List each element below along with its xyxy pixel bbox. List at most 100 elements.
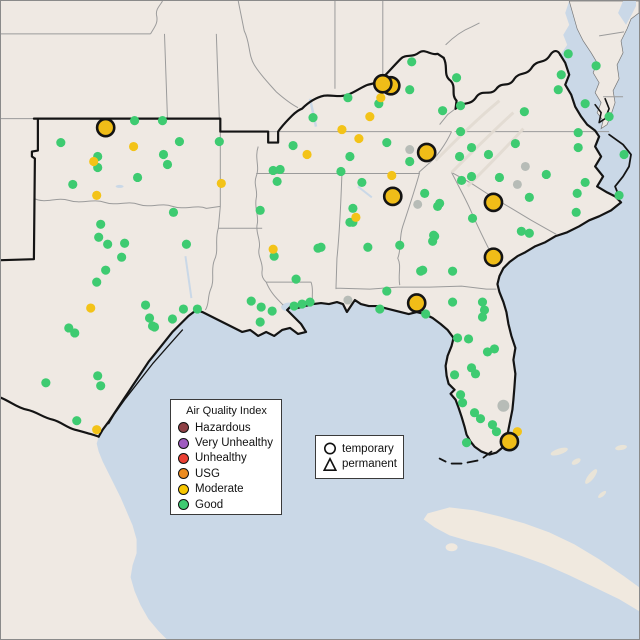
station-marker-nodata bbox=[520, 161, 530, 171]
station-marker-good bbox=[382, 286, 392, 296]
station-marker-good bbox=[140, 300, 151, 310]
station-marker-good bbox=[357, 177, 367, 188]
station-marker-good bbox=[132, 172, 143, 183]
station-marker-good bbox=[556, 70, 566, 80]
station-marker-good bbox=[68, 179, 78, 190]
station-marker-good bbox=[580, 99, 590, 109]
station-marker-moderate bbox=[387, 170, 397, 181]
lake-okeechobee bbox=[497, 399, 510, 412]
station-marker-good bbox=[451, 73, 462, 83]
station-marker-good bbox=[382, 137, 392, 148]
aqi-swatch-icon bbox=[178, 499, 189, 511]
station-marker-good bbox=[255, 317, 265, 327]
aqi-legend-items: Hazardous Very Unhealthy Unhealthy USG Moder… bbox=[178, 420, 275, 512]
station-marker-moderate-large bbox=[406, 293, 427, 313]
station-marker-moderate-large bbox=[382, 186, 403, 207]
station-marker-moderate-large bbox=[499, 431, 520, 452]
station-marker-nodata bbox=[405, 145, 415, 155]
station-marker-moderate-large bbox=[372, 73, 393, 94]
station-marker-nodata bbox=[512, 179, 522, 189]
isle-of-youth bbox=[445, 543, 458, 552]
station-marker-good bbox=[93, 371, 103, 381]
station-marker-good bbox=[192, 304, 202, 314]
station-marker-good bbox=[96, 381, 106, 391]
station-marker-good bbox=[580, 177, 590, 188]
shape-legend: temporary permanent bbox=[315, 435, 404, 479]
station-marker-moderate bbox=[337, 125, 347, 135]
station-marker-good bbox=[267, 306, 277, 316]
station-marker-good bbox=[375, 304, 385, 314]
station-marker-good bbox=[272, 176, 282, 187]
station-marker-moderate-large bbox=[95, 117, 116, 138]
shape-legend-items: temporary permanent bbox=[323, 441, 399, 472]
station-marker-good bbox=[477, 312, 488, 322]
station-marker-good bbox=[573, 142, 583, 153]
station-marker-good bbox=[157, 116, 168, 126]
shape-item-label: temporary bbox=[342, 442, 394, 455]
shape-legend-item: temporary bbox=[323, 441, 399, 457]
station-marker-good bbox=[483, 149, 494, 160]
station-marker-good bbox=[162, 159, 173, 170]
temporary-circle-icon bbox=[324, 442, 336, 455]
station-marker-good bbox=[541, 169, 551, 180]
station-marker-moderate-large bbox=[483, 247, 504, 268]
station-marker-good bbox=[291, 274, 301, 284]
land-mainland bbox=[1, 1, 622, 639]
station-marker-good bbox=[144, 313, 155, 323]
station-marker-good bbox=[158, 149, 169, 160]
aqi-legend-item: Unhealthy bbox=[178, 451, 275, 466]
station-marker-good bbox=[614, 190, 624, 200]
markers-layer bbox=[41, 49, 629, 452]
station-marker-good bbox=[343, 93, 353, 103]
station-marker-good bbox=[420, 188, 430, 198]
station-marker-good bbox=[316, 242, 326, 252]
station-marker-good bbox=[407, 57, 417, 67]
aqi-legend-title: Air Quality Index bbox=[186, 405, 267, 417]
station-marker-good bbox=[463, 334, 474, 344]
station-marker-good bbox=[487, 420, 498, 430]
permanent-triangle-icon bbox=[323, 456, 337, 471]
station-marker-good bbox=[421, 309, 431, 319]
station-marker-good bbox=[117, 252, 127, 262]
station-marker-good bbox=[563, 49, 573, 59]
station-marker-good bbox=[348, 203, 358, 213]
station-marker-good bbox=[308, 113, 318, 123]
aqi-swatch-icon bbox=[178, 422, 189, 434]
aqi-legend-item: Good bbox=[178, 497, 275, 512]
station-marker-good bbox=[256, 302, 266, 312]
station-marker-good bbox=[619, 149, 629, 160]
station-marker-good bbox=[174, 136, 185, 147]
station-marker-good bbox=[275, 164, 285, 175]
aqi-item-label: Unhealthy bbox=[195, 452, 247, 465]
station-marker-good bbox=[604, 112, 614, 122]
station-marker-moderate bbox=[351, 212, 361, 222]
station-marker-good bbox=[466, 171, 477, 182]
shape-item-label: permanent bbox=[342, 458, 397, 471]
aqi-legend-item: Moderate bbox=[178, 482, 275, 497]
state-borders bbox=[1, 1, 625, 311]
aqi-item-label: Very Unhealthy bbox=[195, 437, 273, 450]
aqi-swatch-icon bbox=[178, 437, 189, 449]
aqi-swatch-icon bbox=[178, 452, 189, 464]
station-marker-good bbox=[461, 438, 472, 448]
station-marker-good bbox=[591, 61, 601, 71]
station-marker-good bbox=[491, 427, 502, 437]
station-marker-good bbox=[56, 137, 66, 148]
station-marker-good bbox=[516, 226, 526, 236]
station-marker-moderate bbox=[92, 425, 102, 435]
station-marker-good bbox=[477, 297, 488, 307]
station-marker-good bbox=[447, 297, 458, 307]
station-marker-good bbox=[573, 128, 583, 138]
station-marker-nodata bbox=[413, 199, 423, 209]
station-marker-good bbox=[41, 378, 51, 388]
station-marker-good bbox=[482, 347, 493, 357]
station-marker-good bbox=[519, 107, 529, 117]
station-marker-good bbox=[305, 297, 315, 307]
station-marker-good bbox=[96, 219, 106, 229]
station-marker-good bbox=[470, 369, 481, 379]
station-marker-good bbox=[70, 328, 80, 338]
station-marker-moderate bbox=[376, 93, 386, 103]
station-marker-good bbox=[449, 370, 460, 380]
station-marker-good bbox=[455, 127, 466, 137]
station-marker-moderate bbox=[216, 178, 226, 189]
